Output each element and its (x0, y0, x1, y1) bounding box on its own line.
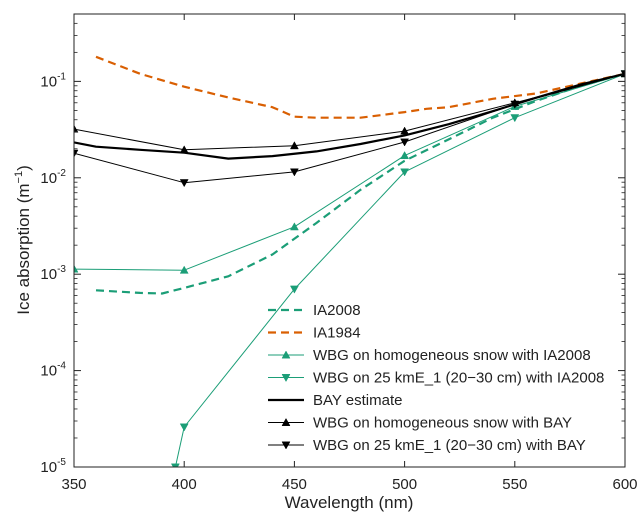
series-7-point (179, 179, 189, 188)
y-tick-exponent: -5 (57, 457, 66, 468)
series-4-point (289, 285, 299, 294)
y-tick-exponent: -3 (57, 264, 66, 275)
y-tick-label: 10-4 (40, 361, 66, 380)
series-7-point (74, 149, 79, 158)
y-tick-base: 10 (40, 73, 57, 90)
series-line-5 (74, 72, 625, 160)
legend-label: WBG on homogeneous snow with IA2008 (313, 347, 591, 364)
x-tick-label: 450 (282, 476, 307, 493)
series-line-6 (74, 73, 625, 151)
series-6-point (289, 141, 299, 150)
y-tick-exponent: -2 (57, 168, 66, 179)
x-axis-label: Wavelength (nm) (285, 493, 414, 512)
legend-label: IA1984 (313, 325, 361, 342)
series-7-point (289, 168, 299, 177)
series-6-point (74, 124, 79, 133)
series-3-point (289, 222, 299, 231)
series-line-1 (95, 72, 625, 295)
legend-label: WBG on 25 kmE_1 (20−30 cm) with IA2008 (313, 370, 604, 387)
series-3-point (74, 264, 79, 273)
legend-item: BAY estimate (268, 392, 403, 409)
y-tick-exponent: -1 (57, 71, 66, 82)
legend-label: BAY estimate (313, 392, 403, 409)
x-tick-label: 400 (172, 476, 197, 493)
y-tick-label: 10-2 (40, 168, 66, 187)
plot-frame (73, 13, 626, 468)
series-layer (74, 55, 625, 467)
legend-marker (281, 350, 291, 359)
y-tick-base: 10 (40, 363, 57, 380)
y-tick-base: 10 (40, 266, 57, 283)
legend: IA2008 IA1984 WBG on homogeneous snow with… (268, 302, 604, 454)
y-axis-label-close: ) (14, 165, 33, 171)
series-line-3 (74, 73, 625, 271)
legend-marker (281, 417, 291, 426)
y-tick-label: 10-3 (40, 264, 66, 283)
series-6-point (179, 145, 189, 154)
legend-item: IA1984 (268, 325, 361, 342)
legend-label: WBG on 25 kmE_1 (20−30 cm) with BAY (313, 437, 586, 454)
series-4-point (510, 114, 520, 123)
series-7-point (620, 70, 625, 79)
y-tick-label: 10-5 (40, 457, 66, 476)
series-4-point (179, 423, 189, 432)
y-axis-label-main: Ice absorption (m (14, 183, 33, 314)
y-tick-label: 10-1 (40, 71, 66, 90)
series-7-point (510, 100, 520, 109)
legend-label: IA2008 (313, 302, 361, 319)
series-7-point (400, 138, 410, 147)
marker-layer (74, 69, 625, 467)
series-6-point (400, 126, 410, 135)
legend-marker (281, 374, 291, 383)
legend-item: IA2008 (268, 302, 361, 319)
legend-item: WBG on 25 kmE_1 (20−30 cm) with BAY (268, 437, 586, 454)
x-tick-label: 500 (392, 476, 417, 493)
legend-item: WBG on 25 kmE_1 (20−30 cm) with IA2008 (268, 370, 604, 387)
series-3-point (179, 265, 189, 274)
series-line-4 (174, 73, 625, 467)
x-tick-label: 350 (61, 476, 86, 493)
series-4-point (170, 463, 180, 467)
y-tick-base: 10 (40, 170, 57, 187)
x-tick-label: 550 (502, 476, 527, 493)
legend-label: WBG on homogeneous snow with BAY (313, 415, 572, 432)
y-tick-base: 10 (40, 459, 57, 476)
series-line-7 (74, 73, 625, 184)
series-4-point (400, 168, 410, 177)
y-tick-exponent: -4 (57, 361, 66, 372)
y-axis-label-sup: −1 (13, 171, 25, 184)
legend-item: WBG on homogeneous snow with BAY (268, 415, 572, 432)
legend-item: WBG on homogeneous snow with IA2008 (268, 347, 591, 364)
legend-marker (281, 441, 291, 450)
series-line-2 (95, 55, 625, 119)
x-tick-label: 600 (612, 476, 637, 493)
series-3-point (400, 151, 410, 160)
y-axis-label: Ice absorption (m−1) (13, 165, 33, 315)
